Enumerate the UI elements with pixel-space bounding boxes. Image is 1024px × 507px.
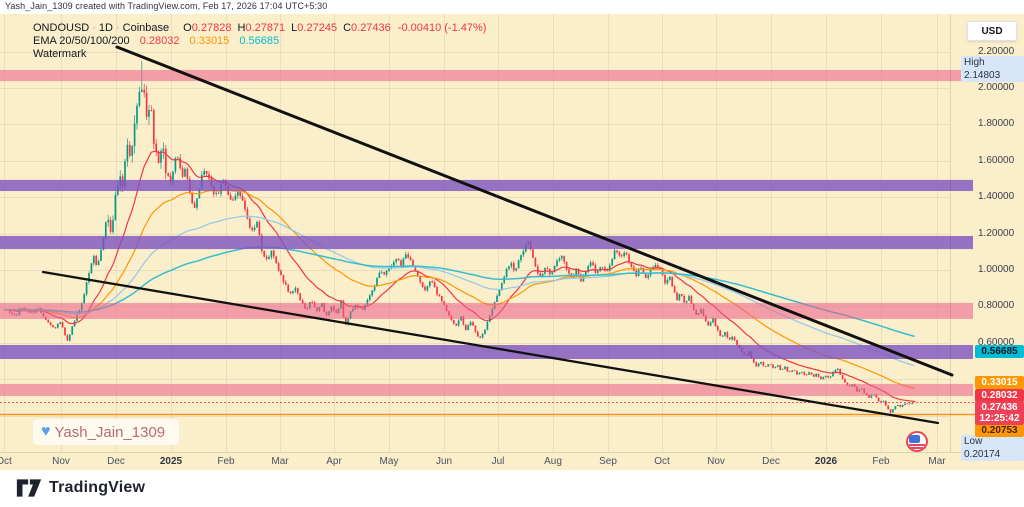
price-tick-label: 0.80000 (978, 300, 1015, 312)
high-letter: H (237, 22, 246, 34)
price-tick-label: 1.00000 (978, 264, 1015, 275)
chart-legend: ONDOUSD · 1D · Coinbase O0.27828 H0.27871 L0.27… (33, 22, 486, 61)
time-tick-label: 2026 (814, 456, 838, 467)
time-tick-label: Nov (52, 456, 70, 467)
bar-countdown: 12:25:42 (979, 413, 1020, 424)
time-tick-label: Jun (435, 456, 453, 467)
ema50-price-label: 0.33015 (975, 376, 1024, 389)
time-tick-label: Dec (107, 456, 125, 467)
high-value: 0.27871 (245, 22, 286, 34)
time-tick-label: Oct (0, 456, 12, 467)
low-price-label: Low 0.20174 (961, 435, 1024, 461)
price-tick-label: 1.60000 (978, 154, 1015, 166)
high-price-label: High 2.14803 (961, 56, 1024, 82)
time-axis-border (0, 452, 1024, 453)
current-price-label: 0.27436 12:25:42 (975, 401, 1024, 425)
time-tick-label: Mar (928, 456, 946, 467)
price-axis-border (950, 14, 951, 452)
share-header-bar: Yash_Jain_1309 created with TradingView.… (0, 0, 1024, 14)
heart-icon: ♥ (41, 423, 51, 440)
time-tick-label: Mar (271, 456, 289, 467)
change-value: -0.00410 (-1.47%) (397, 22, 487, 34)
open-value: 0.27828 (191, 22, 232, 34)
sticker-blue-field (909, 435, 920, 443)
price-tick-label: 0.60000 (978, 336, 1015, 348)
sticker-stripe (910, 447, 923, 449)
chart-pane: ONDOUSD · 1D · Coinbase O0.27828 H0.27871 L0.27… (0, 14, 1024, 470)
close-value: 0.27436 (351, 22, 391, 34)
low-letter: L (291, 22, 298, 34)
time-tick-label: Feb (872, 456, 890, 467)
currency-toggle-button[interactable]: USD (967, 21, 1017, 41)
ema-study-title: EMA 20/50/100/200 (33, 35, 130, 47)
time-tick-label: Apr (326, 456, 342, 467)
time-tick-label: Jul (491, 456, 505, 467)
time-tick-label: 2025 (159, 456, 183, 467)
time-tick-label: Oct (654, 456, 670, 467)
legend-watermark-row[interactable]: Watermark (33, 48, 486, 60)
low-value: 0.27245 (297, 22, 338, 34)
ema20-price-label: 0.28032 (975, 389, 1024, 402)
legend-separator: · (92, 22, 96, 34)
user-watermark: ♥ Yash_Jain_1309 (33, 419, 180, 445)
ema200-price-label: 0.56685 (975, 345, 1024, 358)
tradingview-logo[interactable]: TradingView (16, 478, 145, 498)
footer-bar: TradingView (0, 470, 1024, 507)
open-letter: O (183, 22, 192, 34)
watermark-study-title: Watermark (33, 48, 87, 60)
price-tick-label: 1.40000 (978, 191, 1015, 203)
close-letter: C (343, 22, 352, 34)
price-tick-label: 2.20000 (978, 45, 1015, 57)
tradingview-wordmark: TradingView (49, 479, 146, 496)
exchange-label: Coinbase (122, 22, 170, 34)
user-watermark-name: Yash_Jain_1309 (54, 423, 166, 441)
price-tick-label: 2.00000 (978, 82, 1015, 93)
time-tick-label: May (379, 456, 399, 467)
ema50-value: 0.33015 (189, 35, 230, 47)
time-tick-label: Dec (762, 456, 780, 467)
symbol-name: ONDOUSD (33, 22, 90, 34)
legend-ema-row[interactable]: EMA 20/50/100/200 0.28032 0.33015 0.5668… (33, 35, 486, 47)
time-tick-label: Aug (544, 456, 562, 467)
price-tick-label: 1.20000 (978, 227, 1015, 239)
tradingview-logo-icon (16, 479, 42, 497)
time-tick-label: Sep (599, 456, 617, 467)
current-price-value: 0.27436 (981, 402, 1018, 413)
currency-label: USD (981, 25, 1003, 37)
ema200-value: 0.56685 (239, 35, 280, 47)
support-line-price-label: 0.20753 (975, 424, 1024, 437)
time-tick-label: Feb (217, 456, 235, 467)
share-header-text: Yash_Jain_1309 created with TradingView.… (5, 1, 328, 11)
legend-symbol-row[interactable]: ONDOUSD · 1D · Coinbase O0.27828 H0.27871 L0.27… (33, 22, 486, 34)
time-tick-label: Nov (707, 456, 725, 467)
legend-separator: · (115, 22, 120, 34)
ema20-value: 0.28032 (139, 35, 180, 47)
flag-sticker-icon[interactable] (906, 431, 928, 452)
interval-label: 1D (98, 22, 113, 34)
price-tick-label: 1.80000 (978, 118, 1015, 130)
sticker-stripe (909, 444, 925, 446)
candlestick-chart-canvas[interactable] (0, 14, 1024, 470)
